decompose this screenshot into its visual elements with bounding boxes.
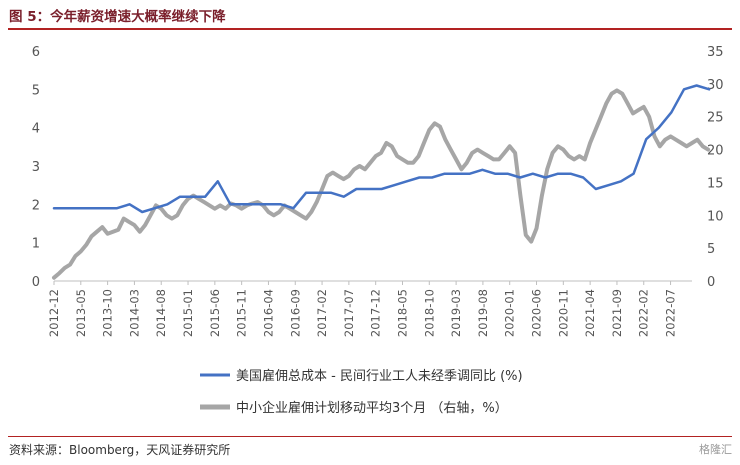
x-tick-label: 2013-10	[101, 289, 115, 337]
left-axis-ticks: 0 1 2 3 4 5 6	[32, 45, 40, 290]
source-note: 资料来源：Bloomberg，天风证券研究所	[9, 443, 231, 457]
left-tick-label: 0	[32, 275, 40, 290]
x-tick-label: 2015-11	[235, 289, 249, 337]
x-tick-label: 2021-09	[610, 289, 624, 337]
x-tick-label: 2022-02	[637, 289, 651, 337]
x-tick-label: 2016-09	[288, 289, 302, 337]
x-tick-label: 2019-03	[449, 289, 463, 337]
right-tick-label: 0	[707, 275, 715, 290]
left-tick-label: 6	[32, 45, 40, 60]
watermark: 格隆汇	[699, 443, 732, 456]
x-tick-label: 2012-12	[47, 289, 61, 337]
right-tick-label: 25	[707, 111, 724, 126]
footer-rule	[8, 436, 732, 437]
x-tick-label: 2018-05	[395, 289, 409, 337]
x-tick-label: 2014-03	[127, 289, 141, 337]
left-tick-label: 1	[32, 237, 40, 252]
x-axis-ticks: 2012-12 2013-05 2013-10 2014-03 2014-08 2015-…	[47, 281, 678, 337]
series-line-employment-cost	[52, 84, 711, 214]
legend-label-ecl: 美国雇佣总成本 - 民间行业工人未经季调同比 (%)	[236, 368, 523, 384]
x-tick-label: 2015-01	[181, 289, 195, 337]
left-tick-label: 4	[32, 122, 40, 137]
right-tick-label: 15	[707, 176, 724, 191]
legend: 美国雇佣总成本 - 民间行业工人未经季调同比 (%) 中小企业雇佣计划移动平均3…	[200, 368, 523, 416]
x-tick-label: 2017-12	[369, 289, 383, 337]
right-tick-label: 10	[707, 209, 724, 224]
x-tick-label: 2022-07	[664, 289, 678, 337]
right-tick-label: 35	[707, 45, 724, 60]
x-tick-label: 2017-02	[315, 289, 329, 337]
x-tick-label: 2014-08	[154, 289, 168, 337]
series-lines	[52, 84, 711, 280]
right-tick-label: 20	[707, 144, 724, 159]
x-tick-label: 2019-08	[476, 289, 490, 337]
x-tick-label: 2020-11	[556, 289, 570, 337]
x-tick-label: 2016-04	[261, 289, 275, 337]
x-tick-label: 2017-07	[342, 289, 356, 337]
series-line-hiring-plans	[52, 88, 711, 280]
chart-title: 图 5：今年薪资增速大概率继续下降	[9, 9, 226, 25]
legend-label-hiring: 中小企业雇佣计划移动平均3个月 （右轴，%）	[236, 400, 508, 416]
right-tick-label: 5	[707, 242, 715, 257]
x-tick-label: 2013-05	[74, 289, 88, 337]
right-tick-label: 30	[707, 78, 724, 93]
left-tick-label: 2	[32, 198, 40, 213]
x-tick-label: 2018-10	[422, 289, 436, 337]
left-tick-label: 3	[32, 160, 40, 175]
right-axis-ticks: 0 5 10 15 20 25 30 35	[707, 45, 724, 290]
x-tick-label: 2020-06	[530, 289, 544, 337]
left-tick-label: 5	[32, 83, 40, 98]
x-tick-label: 2020-01	[503, 289, 517, 337]
title-rule	[8, 28, 732, 30]
x-tick-label: 2015-06	[208, 289, 222, 337]
x-tick-label: 2021-04	[583, 289, 597, 337]
